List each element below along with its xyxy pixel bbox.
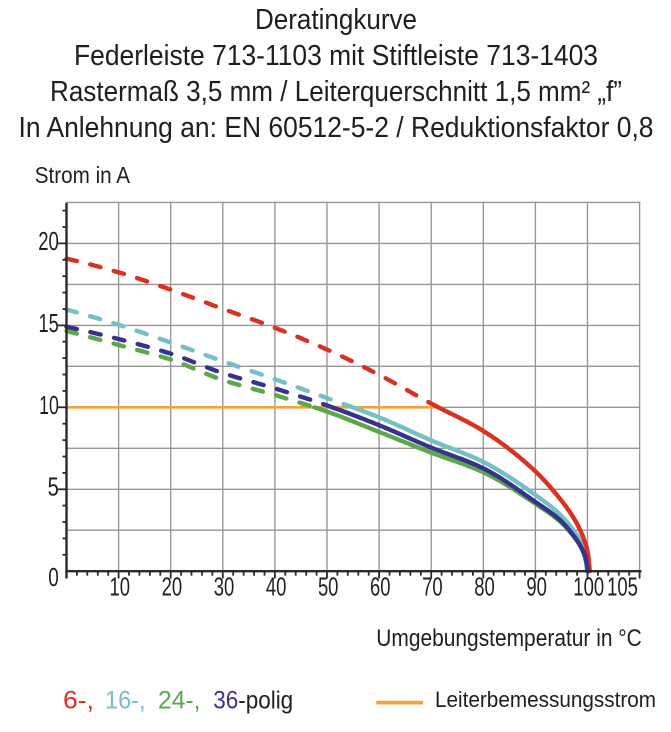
- svg-text:30: 30: [214, 574, 235, 602]
- svg-text:In Anlehnung an: EN 60512-5-2: In Anlehnung an: EN 60512-5-2 / Reduktio…: [19, 112, 654, 144]
- svg-text:10: 10: [39, 392, 59, 420]
- svg-text:20: 20: [38, 228, 59, 256]
- svg-text:70: 70: [422, 574, 443, 602]
- svg-text:Umgebungstemperatur in °C: Umgebungstemperatur in °C: [376, 625, 642, 652]
- svg-text:16-,: 16-,: [105, 687, 146, 715]
- svg-text:50: 50: [318, 574, 339, 602]
- svg-text:6-,: 6-,: [63, 687, 94, 715]
- svg-text:10: 10: [110, 574, 131, 602]
- svg-text:105: 105: [607, 574, 638, 602]
- svg-text:Leiterbemessungsstrom: Leiterbemessungsstrom: [435, 687, 656, 712]
- svg-text:Federleiste 713-1103 mit Stift: Federleiste 713-1103 mit Stiftleiste 713…: [74, 40, 598, 72]
- svg-text:15: 15: [39, 310, 59, 338]
- svg-text:Rastermaß 3,5 mm / Leiterquers: Rastermaß 3,5 mm / Leiterquerschnitt 1,5…: [50, 76, 622, 108]
- svg-text:24-,: 24-,: [158, 687, 201, 715]
- svg-text:80: 80: [474, 574, 495, 602]
- svg-text:90: 90: [526, 574, 547, 602]
- svg-text:36-polig: 36-polig: [213, 687, 293, 715]
- svg-text:60: 60: [370, 574, 391, 602]
- svg-text:40: 40: [266, 574, 287, 602]
- svg-text:20: 20: [162, 574, 183, 602]
- svg-text:5: 5: [48, 474, 59, 502]
- svg-text:Deratingkurve: Deratingkurve: [255, 4, 417, 36]
- svg-text:100: 100: [573, 574, 604, 602]
- svg-text:Strom in A: Strom in A: [35, 162, 130, 188]
- svg-text:0: 0: [48, 564, 59, 592]
